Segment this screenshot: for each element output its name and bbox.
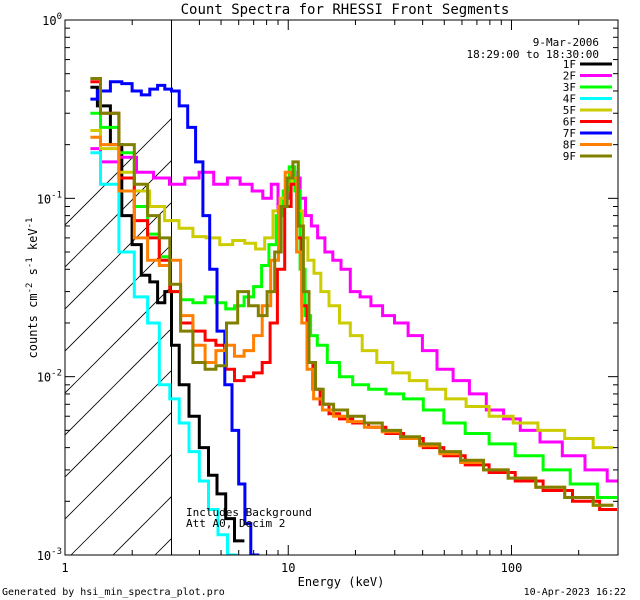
- y-label-exp-3: -1: [25, 218, 35, 229]
- hatch-line: [323, 0, 640, 555]
- y-tick-label: 10-1: [37, 190, 62, 206]
- time-range-label: 18:29:00 to 18:30:00: [467, 48, 599, 61]
- hatch-line: [407, 0, 640, 555]
- hatch-line: [65, 327, 172, 436]
- date-label: 9-Mar-2006: [533, 36, 599, 49]
- legend-label-5F: 5F: [563, 104, 576, 117]
- legend-label-3F: 3F: [563, 81, 576, 94]
- hatch-line: [65, 411, 172, 520]
- chart-title: Count Spectra for RHESSI Front Segments: [181, 2, 510, 18]
- timestamp-footer: 10-Apr-2023 16:22: [524, 587, 626, 598]
- series-line-8F: [90, 135, 614, 507]
- series-line-4F: [90, 151, 238, 555]
- y-tick-label: 100: [42, 12, 62, 28]
- annotation-attenuator: Att A0, Decim 2: [186, 517, 285, 530]
- plot-frame: [64, 19, 619, 556]
- legend-label-1F: 1F: [563, 58, 576, 71]
- y-label-exp-1: -2: [25, 283, 35, 294]
- legend-label-2F: 2F: [563, 70, 576, 83]
- y-label-part-3: keV: [26, 228, 40, 257]
- generated-by-footer: Generated by hsi_min_spectra_plot.pro: [2, 587, 225, 598]
- legend-label-6F: 6F: [563, 116, 576, 129]
- series-line-1F: [90, 85, 245, 543]
- series-line-9F: [90, 77, 614, 507]
- x-tick-label: 1: [61, 561, 68, 575]
- series-line-5F: [90, 129, 614, 450]
- legend-label-9F: 9F: [563, 150, 576, 163]
- hatch-line: [112, 495, 172, 555]
- hatch-line: [70, 453, 172, 555]
- hatch-line: [65, 201, 172, 310]
- series-line-7F: [90, 80, 260, 555]
- x-axis-label: Energy (keV): [298, 575, 385, 589]
- y-label-exp-2: -1: [25, 257, 35, 268]
- series-line-2F: [90, 147, 618, 483]
- y-tick-labels: 100 10-1 10-2 10-3: [37, 12, 62, 563]
- x-tick-label: 10: [281, 561, 295, 575]
- y-tick-label: 10-3: [37, 547, 62, 563]
- hatch-line: [65, 243, 172, 352]
- hatch-line: [239, 0, 640, 555]
- y-axis-label: counts cm-2 s-1 keV-1: [25, 218, 40, 359]
- annotation-background: Includes Background: [186, 506, 312, 519]
- series-line-6F: [90, 80, 617, 511]
- y-tick-label: 10-2: [37, 369, 62, 385]
- y-label-part-2: s: [26, 268, 40, 282]
- x-tick-label: 100: [501, 561, 523, 575]
- legend-label-4F: 4F: [563, 93, 576, 106]
- axis-ticks: [64, 19, 619, 556]
- x-tick-labels: 1 10 100: [61, 561, 522, 575]
- series-layer: [90, 77, 618, 555]
- legend-label-8F: 8F: [563, 139, 576, 152]
- hatch-line: [65, 369, 172, 478]
- series-line-3F: [90, 111, 617, 499]
- y-label-part-1: counts cm: [26, 293, 40, 358]
- hatch-line: [65, 117, 172, 226]
- legend-label-7F: 7F: [563, 127, 576, 140]
- hatch-line: [449, 0, 640, 555]
- hatch-line: [65, 285, 172, 394]
- hatch-line: [281, 0, 640, 555]
